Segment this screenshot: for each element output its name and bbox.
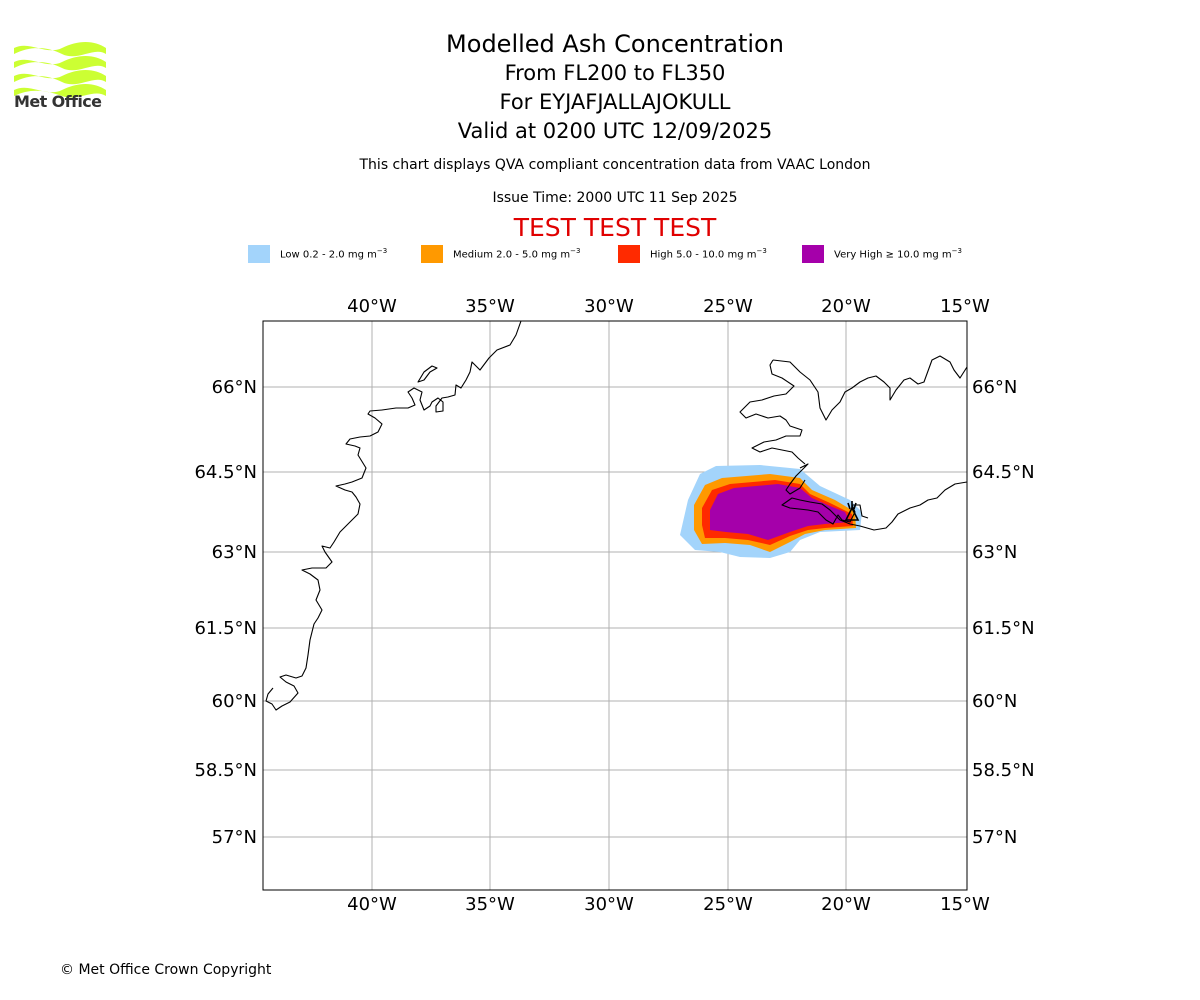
volcano-marker-icon	[844, 501, 860, 521]
lon-label-top-30w: 30°W	[584, 296, 634, 317]
legend-swatch-very-high	[802, 245, 824, 263]
lon-label-bottom-20w: 20°W	[821, 894, 871, 915]
coastline-iceland	[739, 355, 967, 531]
lat-label-right-66n: 66°N	[972, 377, 1017, 398]
lat-labels-left: 66°N 64.5°N 63°N 61.5°N 60°N 58.5°N 57°N	[194, 377, 257, 848]
legend-swatch-high	[618, 245, 640, 263]
legend-swatch-medium	[421, 245, 443, 263]
volcano-name: For EYJAFJALLAJOKULL	[499, 90, 731, 114]
lat-label-left-63n: 63°N	[212, 542, 257, 563]
lat-label-right-58-5n: 58.5°N	[972, 760, 1035, 781]
legend-swatch-low	[248, 245, 270, 263]
lat-label-left-64-5n: 64.5°N	[194, 462, 257, 483]
lat-labels-right: 66°N 64.5°N 63°N 61.5°N 60°N 58.5°N 57°N	[972, 377, 1035, 848]
coastline-greenland	[265, 321, 522, 711]
lon-label-bottom-40w: 40°W	[347, 894, 397, 915]
issue-time: Issue Time: 2000 UTC 11 Sep 2025	[492, 190, 738, 206]
lat-label-left-57n: 57°N	[212, 827, 257, 848]
lon-label-top-15w: 15°W	[940, 296, 990, 317]
legend-item-high: High 5.0 - 10.0 mg m−3	[618, 244, 767, 264]
lat-label-left-58-5n: 58.5°N	[194, 760, 257, 781]
map-frame-content	[263, 321, 967, 890]
lat-label-right-63n: 63°N	[972, 542, 1017, 563]
coastlines	[265, 321, 967, 711]
lat-label-left-66n: 66°N	[212, 377, 257, 398]
legend-label-medium: Medium 2.0 - 5.0 mg m−3	[453, 247, 581, 261]
coastline-greenland-inlet	[417, 365, 438, 383]
gridlines	[263, 321, 967, 890]
valid-time: Valid at 0200 UTC 12/09/2025	[457, 119, 773, 143]
lat-label-right-57n: 57°N	[972, 827, 1017, 848]
lon-label-bottom-30w: 30°W	[584, 894, 634, 915]
map-frame	[262, 320, 968, 891]
lon-label-top-20w: 20°W	[821, 296, 871, 317]
legend-label-high: High 5.0 - 10.0 mg m−3	[650, 247, 767, 261]
lon-label-top-35w: 35°W	[465, 296, 515, 317]
lon-label-bottom-15w: 15°W	[940, 894, 990, 915]
lon-label-bottom-35w: 35°W	[465, 894, 515, 915]
copyright-notice: © Met Office Crown Copyright	[60, 962, 272, 978]
legend-item-low: Low 0.2 - 2.0 mg m−3	[248, 244, 387, 264]
chart-titles: Modelled Ash Concentration From FL200 to…	[0, 30, 1200, 146]
lat-label-left-60n: 60°N	[212, 691, 257, 712]
test-banner: TEST TEST TEST	[513, 213, 717, 242]
lat-label-right-60n: 60°N	[972, 691, 1017, 712]
legend-label-very-high: Very High ≥ 10.0 mg m−3	[834, 247, 962, 261]
lon-labels-bottom: 40°W 35°W 30°W 25°W 20°W 15°W	[347, 894, 990, 915]
lon-label-top-40w: 40°W	[347, 296, 397, 317]
lon-label-top-25w: 25°W	[703, 296, 753, 317]
lon-label-bottom-25w: 25°W	[703, 894, 753, 915]
level-range: From FL200 to FL350	[504, 61, 726, 85]
legend-label-low: Low 0.2 - 2.0 mg m−3	[280, 247, 388, 261]
legend-item-medium: Medium 2.0 - 5.0 mg m−3	[421, 244, 580, 264]
lon-labels-top: 40°W 35°W 30°W 25°W 20°W 15°W	[347, 296, 990, 317]
logo-text: Met Office	[14, 92, 102, 111]
legend-item-very-high: Very High ≥ 10.0 mg m−3	[802, 244, 962, 264]
ash-area-very-high	[710, 484, 850, 540]
chart-description: This chart displays QVA compliant concen…	[359, 157, 871, 173]
ash-plume	[680, 465, 862, 558]
lat-label-right-61-5n: 61.5°N	[972, 618, 1035, 639]
chart-title: Modelled Ash Concentration	[446, 30, 784, 58]
lat-label-left-61-5n: 61.5°N	[194, 618, 257, 639]
lat-label-right-64-5n: 64.5°N	[972, 462, 1035, 483]
met-office-logo-icon	[14, 42, 106, 98]
